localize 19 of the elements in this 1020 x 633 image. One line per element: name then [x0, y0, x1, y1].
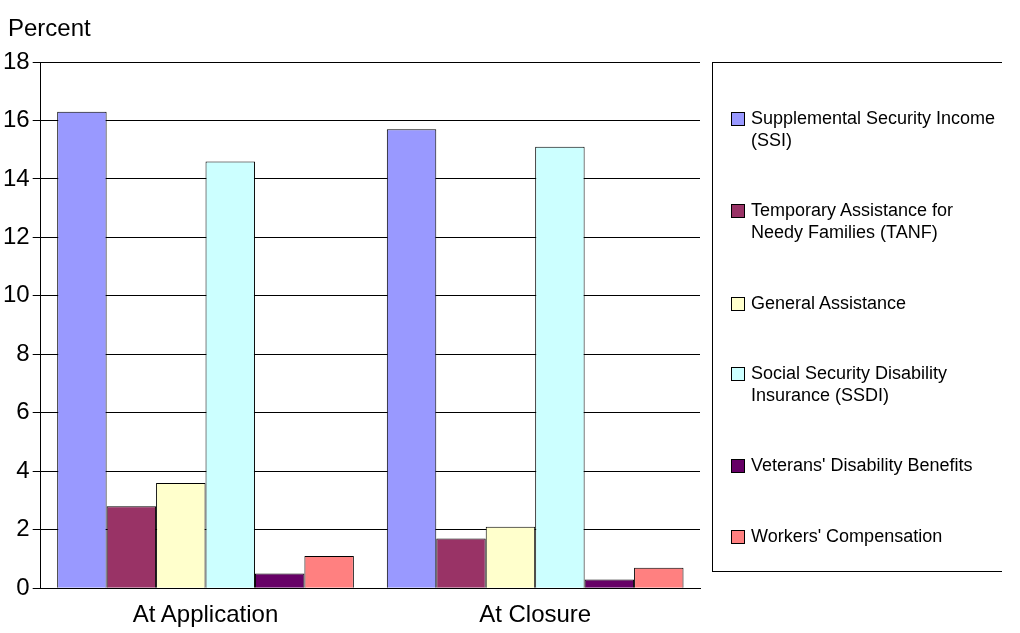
x-tick-label: At Closure	[479, 600, 592, 628]
y-tick-label: 18	[2, 46, 30, 74]
y-tick-label: 10	[2, 280, 30, 308]
y-tick-label: 8	[16, 338, 30, 366]
legend-label: Workers' Compensation	[751, 524, 943, 547]
y-tick-label: 14	[2, 163, 30, 191]
y-axis-title: Percent	[8, 14, 91, 42]
y-tick-label: 2	[16, 514, 30, 542]
legend-label: Veterans' Disability Benefits	[751, 454, 973, 477]
y-tick-label: 4	[16, 455, 30, 483]
y-tick-label: 0	[16, 572, 30, 600]
legend-label: Supplemental Security Income (SSI)	[751, 107, 997, 152]
y-tick-label: 6	[16, 397, 30, 425]
y-tick-label: 16	[2, 105, 30, 133]
y-tick-label: 12	[2, 222, 30, 250]
x-tick-label: At Application	[132, 600, 279, 628]
legend-label: Temporary Assistance for Needy Families (TANF)	[751, 199, 955, 244]
legend-label: General Assistance	[751, 291, 907, 314]
legend-label: Social Security Disability Insurance (SSDI)	[751, 362, 949, 407]
